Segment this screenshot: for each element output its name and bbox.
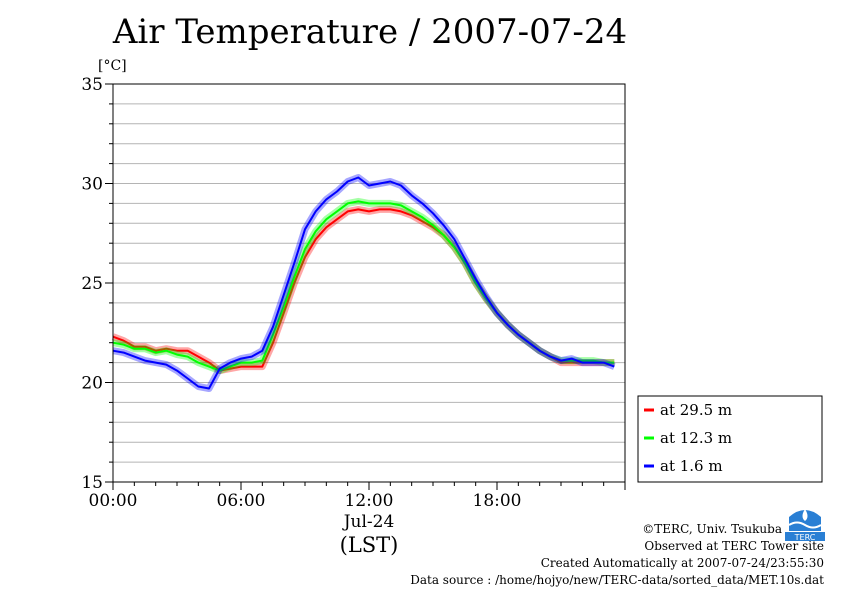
y-tick-label: 15 [81,473,103,493]
observed-text: Observed at TERC Tower site [644,539,824,553]
chart-title: Air Temperature / 2007-07-24 [112,12,628,52]
legend-label: at 12.3 m [660,429,732,447]
x-tick-label: 06:00 [217,491,266,511]
x-tick-label: 18:00 [473,491,522,511]
series-lines [111,174,616,392]
terc-logo: TERC [785,503,825,541]
series-line [112,176,615,390]
axis-ticks [105,83,626,490]
y-tick-label: 25 [81,274,103,294]
created-text: Created Automatically at 2007-07-24/23:5… [540,556,824,570]
y-tick-label: 35 [81,75,103,95]
y-tick-label: 20 [81,374,103,394]
tick-labels: 15 20 25 30 35 00:00 06:00 12:00 18:00 [81,75,521,511]
series-halo [112,197,615,375]
legend: at 29.5 m at 12.3 m at 1.6 m [637,395,823,483]
source-text: Data source : /home/hojyo/new/TERC-data/… [410,573,824,587]
copyright-text: ©TERC, Univ. Tsukuba [642,522,782,536]
x-axis-label: (LST) [340,533,399,557]
legend-label: at 1.6 m [660,457,723,475]
y-axis-label: [°C] [98,58,127,74]
y-tick-label: 30 [81,175,103,195]
series-line [112,200,615,372]
legend-box [637,395,823,483]
date-label: Jul-24 [342,512,395,532]
x-tick-label: 00:00 [89,491,138,511]
legend-label: at 29.5 m [660,401,732,419]
logo-text: TERC [794,533,816,541]
grid-lines [113,103,625,463]
x-tick-label: 12:00 [345,491,394,511]
